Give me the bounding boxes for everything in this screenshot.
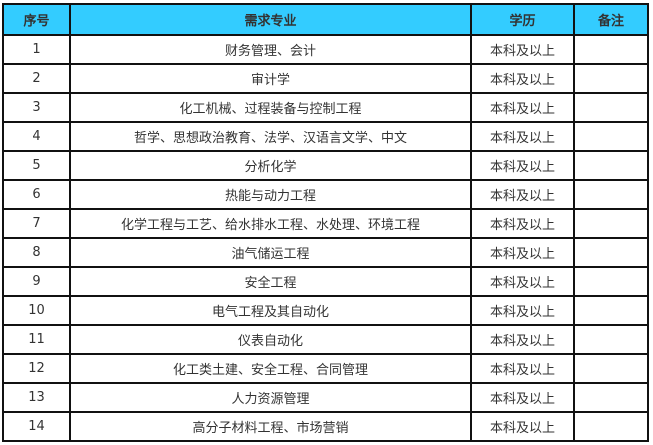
table-row: 1 财务管理、会计 本科及以上 [2, 34, 649, 65]
cell-remarks [573, 353, 649, 384]
cell-major: 化学工程与工艺、给水排水工程、水处理、环境工程 [69, 208, 472, 239]
table-row: 9 安全工程 本科及以上 [2, 266, 649, 297]
table-row: 2 审计学 本科及以上 [2, 63, 649, 94]
cell-remarks [573, 179, 649, 210]
cell-major: 化工机械、过程装备与控制工程 [69, 92, 472, 123]
cell-no: 14 [2, 411, 71, 442]
cell-education: 本科及以上 [470, 411, 575, 442]
table-row: 13 人力资源管理 本科及以上 [2, 382, 649, 413]
cell-no: 8 [2, 237, 71, 268]
table-row: 14 高分子材料工程、市场营销 本科及以上 [2, 411, 649, 442]
cell-no: 13 [2, 382, 71, 413]
cell-major: 分析化学 [69, 150, 472, 181]
header-major: 需求专业 [69, 3, 472, 36]
cell-major: 电气工程及其自动化 [69, 295, 472, 326]
cell-education: 本科及以上 [470, 150, 575, 181]
table-row: 7 化学工程与工艺、给水排水工程、水处理、环境工程 本科及以上 [2, 208, 649, 239]
cell-major: 仪表自动化 [69, 324, 472, 355]
cell-remarks [573, 237, 649, 268]
cell-remarks [573, 150, 649, 181]
table-row: 4 哲学、思想政治教育、法学、汉语言文学、中文 本科及以上 [2, 121, 649, 152]
cell-no: 11 [2, 324, 71, 355]
cell-no: 2 [2, 63, 71, 94]
cell-major: 热能与动力工程 [69, 179, 472, 210]
cell-remarks [573, 92, 649, 123]
cell-no: 10 [2, 295, 71, 326]
cell-remarks [573, 266, 649, 297]
cell-major: 化工类土建、安全工程、合同管理 [69, 353, 472, 384]
cell-no: 6 [2, 179, 71, 210]
cell-major: 安全工程 [69, 266, 472, 297]
cell-education: 本科及以上 [470, 121, 575, 152]
cell-remarks [573, 121, 649, 152]
cell-major: 哲学、思想政治教育、法学、汉语言文学、中文 [69, 121, 472, 152]
cell-remarks [573, 208, 649, 239]
cell-education: 本科及以上 [470, 237, 575, 268]
table-row: 10 电气工程及其自动化 本科及以上 [2, 295, 649, 326]
cell-education: 本科及以上 [470, 353, 575, 384]
cell-no: 5 [2, 150, 71, 181]
table-row: 12 化工类土建、安全工程、合同管理 本科及以上 [2, 353, 649, 384]
cell-education: 本科及以上 [470, 382, 575, 413]
cell-major: 财务管理、会计 [69, 34, 472, 65]
requirements-table: 序号 需求专业 学历 备注 1 财务管理、会计 本科及以上 2 审计学 本科及以上 3 化工机… [2, 3, 649, 442]
cell-major: 高分子材料工程、市场营销 [69, 411, 472, 442]
cell-no: 4 [2, 121, 71, 152]
cell-remarks [573, 411, 649, 442]
cell-no: 7 [2, 208, 71, 239]
cell-no: 9 [2, 266, 71, 297]
header-education: 学历 [470, 3, 575, 36]
cell-remarks [573, 63, 649, 94]
header-remarks: 备注 [573, 3, 649, 36]
header-no: 序号 [2, 3, 71, 36]
table-row: 8 油气储运工程 本科及以上 [2, 237, 649, 268]
cell-no: 1 [2, 34, 71, 65]
table-row: 3 化工机械、过程装备与控制工程 本科及以上 [2, 92, 649, 123]
cell-remarks [573, 324, 649, 355]
cell-major: 人力资源管理 [69, 382, 472, 413]
cell-education: 本科及以上 [470, 34, 575, 65]
cell-no: 12 [2, 353, 71, 384]
cell-remarks [573, 295, 649, 326]
cell-education: 本科及以上 [470, 295, 575, 326]
table-row: 11 仪表自动化 本科及以上 [2, 324, 649, 355]
cell-education: 本科及以上 [470, 92, 575, 123]
cell-education: 本科及以上 [470, 208, 575, 239]
header-row: 序号 需求专业 学历 备注 [2, 3, 649, 36]
cell-remarks [573, 382, 649, 413]
cell-education: 本科及以上 [470, 63, 575, 94]
cell-remarks [573, 34, 649, 65]
cell-education: 本科及以上 [470, 324, 575, 355]
cell-no: 3 [2, 92, 71, 123]
cell-education: 本科及以上 [470, 179, 575, 210]
table-row: 5 分析化学 本科及以上 [2, 150, 649, 181]
table-row: 6 热能与动力工程 本科及以上 [2, 179, 649, 210]
cell-education: 本科及以上 [470, 266, 575, 297]
cell-major: 审计学 [69, 63, 472, 94]
cell-major: 油气储运工程 [69, 237, 472, 268]
